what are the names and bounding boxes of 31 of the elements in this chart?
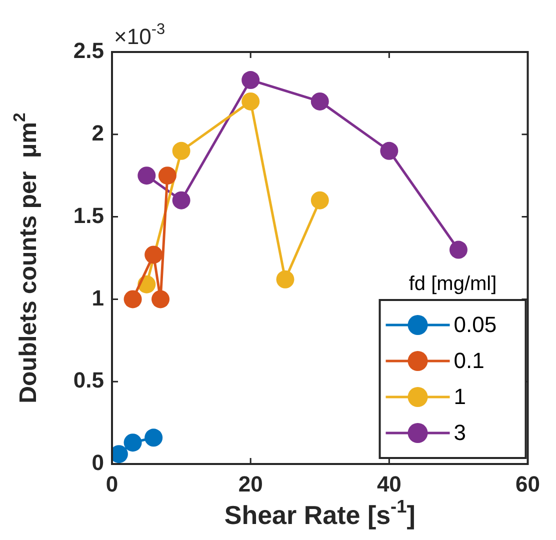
y-tick-label: 2.5: [73, 38, 104, 64]
legend-label: 0.05: [454, 312, 497, 338]
point: [138, 166, 156, 185]
point: [380, 142, 398, 160]
legend-label: 3: [454, 420, 466, 446]
point: [172, 142, 190, 160]
point: [124, 434, 142, 452]
legend-title: fd [mg/ml]: [408, 273, 497, 295]
y-tick-label: 2: [92, 120, 104, 146]
y-tick-label: 1: [92, 285, 104, 310]
point: [276, 270, 294, 288]
point: [172, 191, 190, 210]
point: [158, 166, 176, 185]
x-tick-label: 20: [238, 471, 263, 496]
y-tick-label: 0.5: [73, 368, 104, 393]
point: [124, 290, 142, 308]
point: [449, 240, 468, 259]
point: [152, 290, 170, 308]
legend-label: 1: [454, 384, 466, 410]
point: [310, 92, 329, 110]
legend-label: 0.1: [454, 348, 484, 374]
y-tick-label: 0: [92, 450, 104, 476]
y-tick-label: 1.5: [73, 202, 104, 228]
y-axis-title: Doublets counts per μm2: [10, 112, 42, 404]
point: [144, 246, 163, 264]
x-tick-label: 60: [516, 471, 540, 496]
point: [242, 71, 260, 90]
point: [310, 191, 329, 210]
x-tick-label: 40: [376, 471, 402, 496]
point: [242, 92, 260, 110]
point: [144, 428, 163, 447]
